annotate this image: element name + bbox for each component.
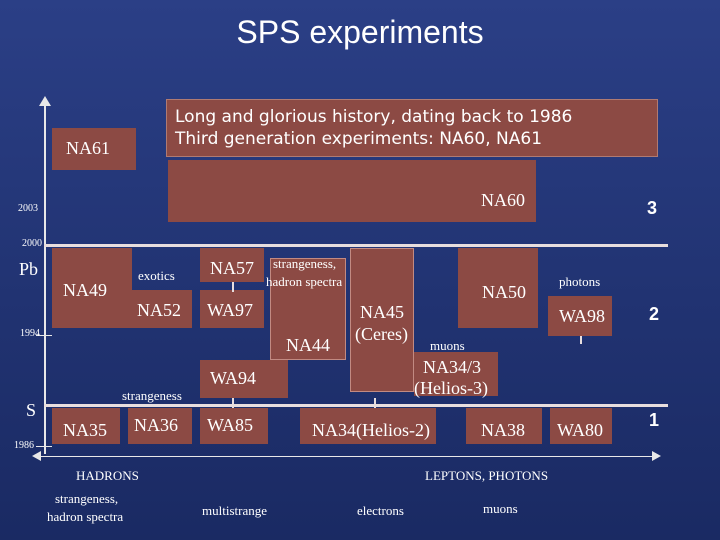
category-leptons-photons: LEPTONS, PHOTONS	[425, 468, 549, 483]
callout-line-1: Long and glorious history, dating back t…	[175, 107, 573, 127]
label-exotics: exotics	[138, 268, 175, 283]
na61-box	[52, 128, 136, 170]
na36-box	[128, 408, 192, 444]
axis-left-arrow-icon	[32, 451, 41, 461]
label-na49: NA49	[63, 280, 107, 300]
slide-title: SPS experiments	[236, 14, 484, 50]
beam-pb: Pb	[19, 259, 39, 279]
bottom-multistrange: multistrange	[202, 503, 267, 518]
label-na34-helios2: NA34(Helios-2)	[312, 420, 430, 440]
label-wa98: WA98	[559, 306, 605, 326]
label-na36: NA36	[134, 415, 178, 435]
na34-3-box	[414, 352, 498, 396]
label-strangeness-hadron-2: hadron spectra	[266, 274, 343, 289]
generation-1: 1	[649, 410, 660, 430]
na49-box	[52, 248, 132, 328]
wa85-box	[200, 408, 268, 444]
beam-s: S	[26, 400, 37, 420]
year-1986: 1986	[14, 440, 34, 451]
label-na50: NA50	[482, 282, 526, 302]
category-axis	[38, 456, 654, 457]
label-na52: NA52	[137, 300, 181, 320]
label-na34-3: NA34/3	[423, 357, 481, 377]
wa97-box	[200, 290, 264, 328]
year-2000: 2000	[22, 238, 42, 249]
tick-1986	[36, 446, 52, 447]
label-na44: NA44	[286, 335, 330, 355]
tick-1994	[36, 335, 52, 336]
axis-right-arrow-icon	[652, 451, 661, 461]
label-strangeness-hadron-1: strangeness,	[273, 256, 337, 271]
na38-box	[466, 408, 542, 444]
wa98-tick	[580, 336, 582, 344]
wa94-box	[200, 360, 288, 398]
label-ceres: (Ceres)	[355, 324, 408, 344]
line-2000	[44, 244, 668, 247]
na34-helios2-box	[300, 408, 436, 444]
na57-box	[200, 248, 264, 282]
bottom-strangeness-1: strangeness,	[55, 491, 119, 506]
year-2003: 2003	[18, 203, 38, 214]
generation-2: 2	[649, 304, 660, 324]
label-photons: photons	[559, 274, 601, 289]
time-axis-arrow-icon	[39, 96, 51, 106]
label-strangeness: strangeness	[122, 388, 182, 403]
label-wa97: WA97	[207, 300, 253, 320]
label-na38: NA38	[481, 420, 525, 440]
generation-3: 3	[647, 198, 658, 218]
label-wa80: WA80	[557, 420, 603, 440]
label-na35: NA35	[63, 420, 107, 440]
wa98-box	[548, 296, 612, 336]
label-na61: NA61	[66, 138, 110, 158]
label-na57: NA57	[210, 258, 254, 278]
label-wa85: WA85	[207, 415, 253, 435]
na45-box	[350, 248, 414, 392]
na57-tick	[232, 282, 234, 292]
bottom-strangeness-2: hadron spectra	[47, 509, 124, 524]
na35-box	[52, 408, 120, 444]
bottom-electrons: electrons	[357, 503, 404, 518]
na52-box	[128, 290, 192, 328]
line-1994	[44, 404, 668, 407]
na50-box	[458, 248, 538, 328]
time-axis	[44, 104, 46, 454]
year-1994: 1994	[20, 328, 40, 339]
label-na45: NA45	[360, 302, 404, 322]
na60-box	[168, 160, 536, 222]
callout-line-2: Third generation experiments: NA60, NA61	[175, 129, 543, 149]
bottom-muons: muons	[483, 501, 518, 516]
label-helios3: (Helios-3)	[414, 378, 488, 398]
label-wa94: WA94	[210, 368, 256, 388]
label-na60: NA60	[481, 190, 525, 210]
na44-box	[270, 258, 346, 360]
wa85-tick	[232, 398, 234, 408]
category-hadrons: HADRONS	[76, 468, 139, 483]
wa80-box	[550, 408, 612, 444]
history-callout: Long and glorious history, dating back t…	[166, 99, 658, 157]
na34-tick	[374, 398, 376, 408]
label-muons-mid: muons	[430, 338, 465, 353]
